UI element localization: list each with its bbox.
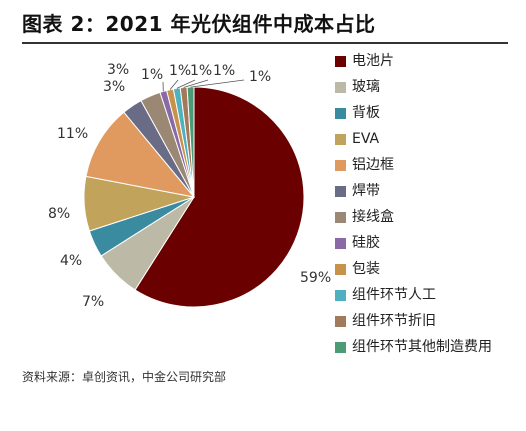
legend-label: 接线盒	[352, 209, 394, 225]
slice-label: 4%	[60, 253, 82, 269]
slice-label: 1%	[190, 63, 212, 79]
legend-swatch	[335, 264, 346, 275]
legend-swatch	[335, 290, 346, 301]
pie-slices	[83, 86, 305, 308]
legend-swatch	[335, 186, 346, 197]
title-divider	[22, 42, 508, 44]
legend-label: 背板	[352, 105, 380, 121]
pie-slice-铝边框	[85, 111, 196, 198]
legend-swatch	[335, 160, 346, 171]
leader-line	[183, 79, 209, 88]
leader-line	[169, 79, 179, 90]
leader-line	[176, 79, 196, 89]
pie-labels: 59%7%4%8%11%3%3% 1% 1%1% 1% 1%	[48, 62, 331, 310]
slice-label: 3%	[103, 79, 125, 95]
slice-label: 8%	[48, 206, 70, 222]
leader-lines	[162, 79, 245, 92]
legend-swatch	[335, 238, 346, 249]
legend-label: 组件环节其他制造费用	[352, 339, 492, 355]
slice-label: 1%	[169, 63, 191, 79]
legend-swatch	[335, 342, 346, 353]
slice-label: 3%	[107, 62, 129, 78]
legend-swatch	[335, 212, 346, 223]
legend-label: 玻璃	[352, 79, 380, 95]
legend-label: 焊带	[352, 183, 380, 199]
legend-label: 组件环节人工	[352, 287, 436, 303]
slice-label: 59%	[300, 270, 331, 286]
legend-swatch	[335, 316, 346, 327]
slice-label: 1%	[249, 69, 271, 85]
slice-label: 11%	[57, 126, 88, 142]
legend-swatch	[335, 134, 346, 145]
legend-swatch	[335, 108, 346, 119]
slice-label: 1%	[141, 67, 163, 83]
chart-title: 图表 2：2021 年光伏组件中成本占比	[22, 12, 376, 36]
leader-line	[190, 79, 245, 88]
legend-label: 组件环节折旧	[352, 313, 436, 329]
legend-label: 电池片	[352, 53, 394, 69]
legend-label: 包装	[352, 261, 380, 277]
pie-slice-电池片	[134, 86, 305, 308]
source-note: 资料来源：卓创资讯，中金公司研究部	[22, 370, 227, 384]
legend-label: 铝边框	[352, 157, 394, 173]
legend-swatch	[335, 82, 346, 93]
legend-label: 硅胶	[352, 235, 380, 251]
slice-label: 1%	[213, 63, 235, 79]
legend-swatch	[335, 56, 346, 67]
slice-label: 7%	[82, 294, 104, 310]
legend-label: EVA	[352, 131, 380, 147]
